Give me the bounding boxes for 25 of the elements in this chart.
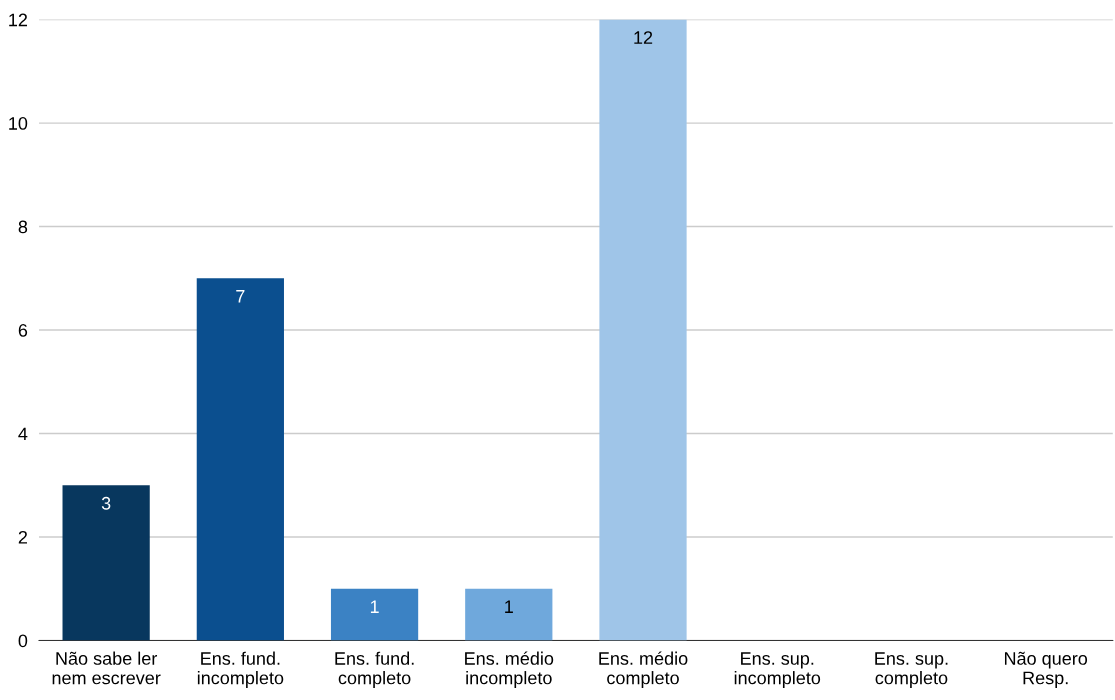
- x-tick-label: Ens. médio completo: [599, 651, 688, 688]
- y-tick-label: 4: [18, 427, 28, 441]
- y-tick-label: 12: [9, 13, 28, 27]
- x-tick-label: Ens. médio incompleto: [465, 651, 554, 688]
- data-label: 7: [236, 290, 245, 303]
- data-label: 12: [634, 31, 653, 44]
- x-tick-label: Ens. sup. incompleto: [734, 652, 821, 688]
- data-label: 3: [101, 496, 111, 510]
- bar: [62, 485, 150, 641]
- data-label: 1: [505, 600, 513, 613]
- x-tick-label: Não quero Resp.: [1004, 651, 1088, 688]
- x-tick-label: Ens. fund. completo: [335, 651, 414, 688]
- y-tick-label: 6: [18, 323, 28, 337]
- x-tick-label: Ens. fund. incompleto: [197, 651, 284, 688]
- x-tick-label: Não sabe ler nem escrever: [52, 651, 161, 685]
- bar: [465, 588, 553, 641]
- x-tick-label: Ens. sup. completo: [875, 652, 948, 688]
- y-tick-label: 10: [9, 117, 28, 130]
- bar: [330, 588, 419, 641]
- bar: [599, 19, 687, 641]
- y-tick-label: 2: [18, 530, 28, 544]
- bar: [196, 278, 284, 641]
- y-tick-label: 8: [18, 220, 28, 234]
- y-tick-label: 0: [18, 634, 28, 648]
- data-label: 1: [370, 600, 379, 613]
